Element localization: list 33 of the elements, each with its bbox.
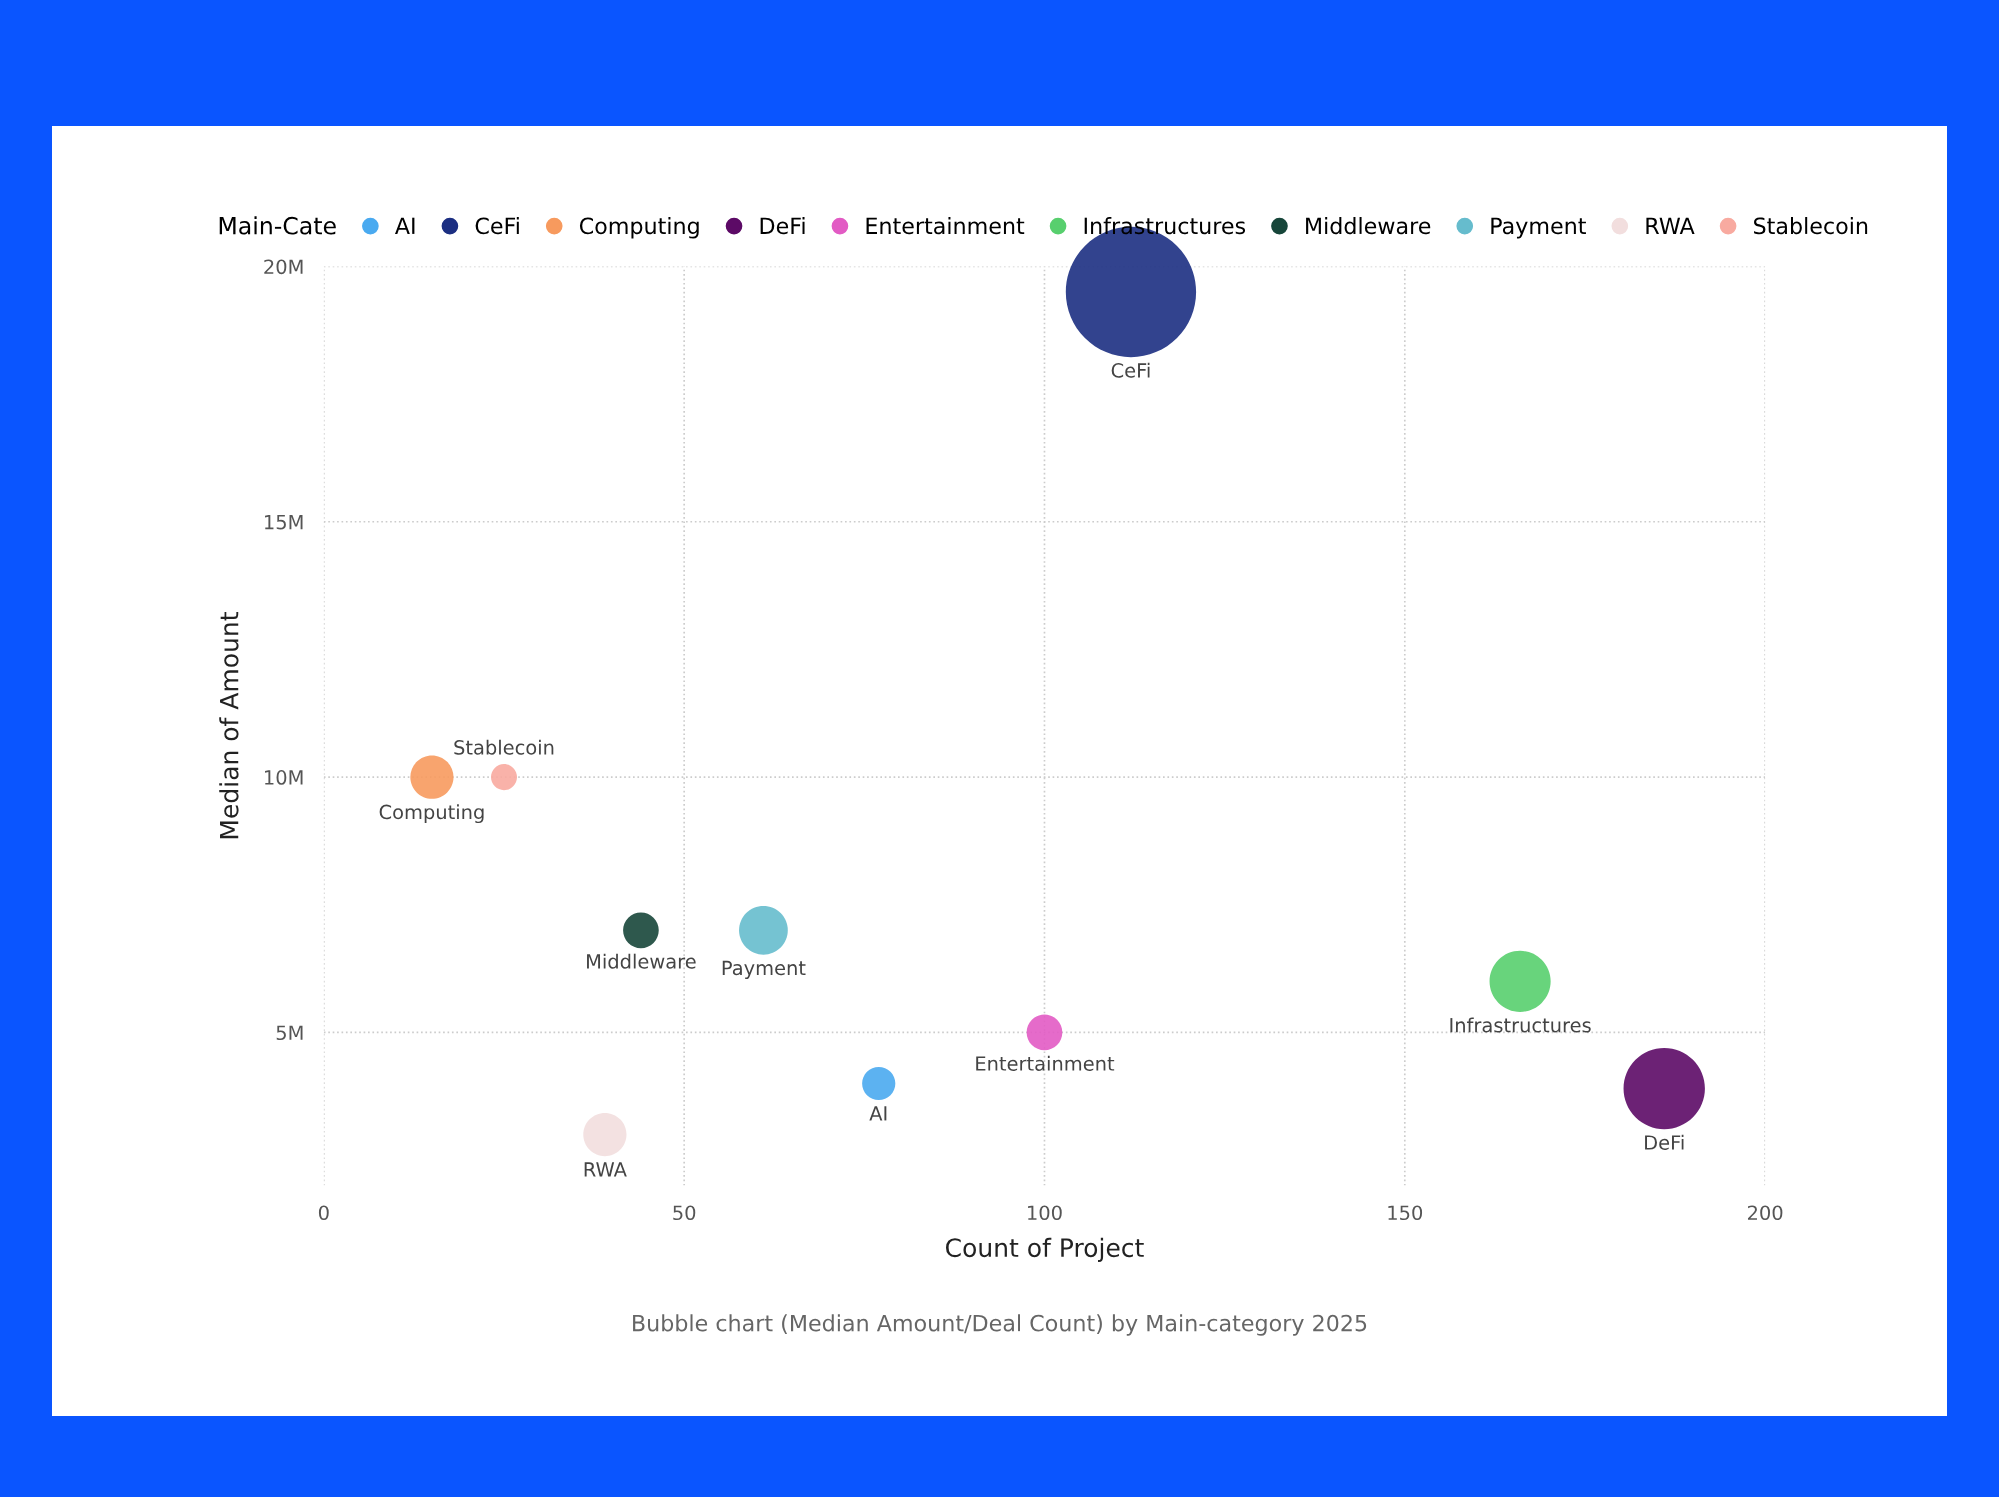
text: Middleware	[587, 953, 696, 969]
text: AI	[869, 1106, 887, 1121]
x-tick-label: 200	[1747, 1205, 1783, 1221]
legend-label: DeFi	[760, 217, 805, 235]
text: Entertainment	[976, 1055, 1115, 1071]
x-tick-label: 0	[318, 1205, 329, 1221]
text: CeFi	[1111, 362, 1150, 378]
legend-label: Middleware	[1306, 217, 1431, 235]
x-tick-label: 100	[1028, 1205, 1062, 1221]
legend-label: Stablecoin	[1754, 217, 1868, 235]
legend-label: Computing	[579, 217, 699, 239]
legend-label: CeFi	[475, 217, 519, 235]
y-tick-label: 5M	[276, 1025, 303, 1041]
legend-label: Payment	[1491, 217, 1586, 239]
y-tick-label: 20M	[264, 259, 303, 275]
legend-label: RWA	[1646, 217, 1695, 234]
text: Infrastructures	[1450, 1017, 1591, 1033]
text: DeFi	[1645, 1134, 1684, 1150]
text: Computing	[379, 804, 484, 824]
text: Payment	[722, 960, 806, 980]
legend-label: AI	[395, 217, 415, 234]
legend-title: Main-Cate	[219, 216, 336, 235]
text: Stablecoin	[454, 739, 554, 755]
legend-label: Infrastructures	[1084, 217, 1246, 235]
text: RWA	[584, 1162, 627, 1177]
y-tick-label: 15M	[265, 515, 303, 530]
legend-label: Entertainment	[866, 217, 1025, 235]
x-axis-title: Count of Project	[946, 1237, 1144, 1262]
x-tick-label: 50	[673, 1205, 696, 1221]
y-tick-label: 10M	[265, 770, 303, 785]
y-axis-title: Median of Amount	[219, 612, 239, 839]
text: Bubble chart (Median Amount/Deal Count) by Main-category 2025	[633, 1314, 1367, 1336]
x-tick-label: 150	[1388, 1205, 1423, 1221]
